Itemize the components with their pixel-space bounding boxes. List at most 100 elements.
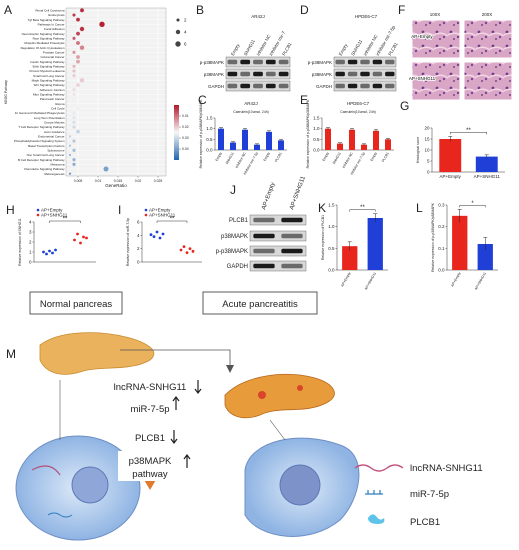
band: [265, 83, 276, 89]
y-tick-label: 1.0: [328, 224, 335, 229]
arrow-up: [183, 454, 191, 468]
error-bar: [386, 138, 390, 141]
row-label: GAPDH: [208, 84, 224, 89]
y-tick-label: 0.3: [438, 203, 445, 208]
x-tick-label: AP+Empty: [340, 271, 352, 287]
category-label: Chemokine Signaling Pathway: [24, 167, 65, 171]
bar: [361, 144, 367, 150]
colorbar-label: 0.03: [182, 136, 189, 140]
y-tick-label: 6: [137, 220, 140, 225]
nucleus: [279, 464, 321, 506]
row-label: PLCB1: [229, 218, 249, 224]
category-label: Erbb Signaling Pathway: [33, 64, 65, 68]
bar: [337, 143, 343, 150]
significance: **: [466, 128, 471, 134]
significance-bracket: [459, 205, 486, 208]
y-tick-label: 5: [427, 159, 430, 164]
dot: [103, 166, 109, 172]
lane-label: AP+Empty: [261, 182, 276, 211]
category-label: Glioma: [55, 102, 65, 106]
x-tick-label: PLCB1: [274, 151, 283, 162]
blot-strip: [249, 245, 307, 257]
point: [51, 251, 54, 255]
size-legend-dot: [175, 41, 181, 47]
dot: [72, 162, 76, 166]
dot: [68, 153, 72, 157]
legend-icon: [365, 490, 383, 495]
band: [372, 71, 383, 77]
bar: [254, 144, 260, 150]
category-label: Melanogenesis: [44, 172, 65, 176]
point: [48, 249, 51, 253]
y-tick-label: 15: [424, 137, 430, 142]
category-label: Neurotrophin Signaling Pathway: [22, 32, 65, 36]
y-axis-label: Histological score: [416, 137, 420, 164]
x-tick-label: Empty: [215, 151, 223, 162]
x-tick-label: AP+SNHG11: [364, 271, 377, 290]
pathway-item: lncRNA-SNHG11: [114, 382, 187, 393]
dot: [72, 13, 76, 17]
panel-letter: A: [4, 3, 12, 17]
legend-label: miR-7-5p: [410, 489, 449, 500]
column-label: 100X: [430, 12, 441, 17]
y-tick-label: 1.5: [206, 116, 213, 121]
y-tick-label: 0: [427, 170, 430, 175]
x-tick-label: 0.025: [154, 179, 163, 183]
band: [253, 217, 275, 223]
y-tick-label: 1: [29, 250, 32, 255]
band: [253, 263, 275, 269]
bar: [477, 244, 493, 270]
point: [179, 248, 183, 252]
column-label: 200X: [482, 12, 493, 17]
y-tick-label: 1.5: [328, 203, 335, 208]
size-legend-label: 2: [184, 18, 187, 23]
band: [265, 71, 276, 77]
row-label: AP+Empty: [411, 34, 433, 39]
category-label: Axon Guidance: [44, 130, 65, 134]
band: [227, 71, 238, 77]
panel-letter: D: [300, 3, 309, 17]
point: [152, 235, 156, 239]
x-tick-label: SNHG11: [225, 151, 235, 165]
y-tick-label: 4: [29, 220, 32, 225]
panel-letter: I: [118, 203, 121, 217]
category-label: Melanoma: [50, 162, 64, 166]
legend-marker: [36, 208, 40, 212]
category-label: Endocytosis: [48, 13, 65, 17]
lane-label: Empty: [338, 42, 349, 56]
dot: [72, 50, 76, 54]
error-bar: [231, 141, 235, 144]
y-tick-label: 0.5: [313, 137, 320, 142]
error-bar: [457, 209, 462, 223]
y-tick-label: 0.0: [206, 148, 213, 153]
y-tick-label: 0.5: [206, 137, 213, 142]
category-label: Ppar Signaling Pathway: [33, 36, 65, 40]
blot-title: HPDE6-C7: [355, 14, 378, 19]
band: [335, 83, 345, 89]
point: [158, 236, 162, 240]
band: [240, 83, 251, 89]
histology-image: [463, 19, 513, 59]
category-label: Mapk Signaling Pathway: [32, 78, 65, 82]
bar: [325, 128, 331, 150]
y-tick-label: 2: [29, 240, 32, 245]
dot: [68, 102, 72, 105]
pathway-item: pathway: [132, 469, 168, 480]
x-tick-label: Empty: [322, 151, 330, 162]
nucleus: [71, 466, 109, 504]
point: [182, 245, 186, 249]
x-tick-label: 0.02: [135, 179, 142, 183]
x-tick-label: Empty: [370, 151, 378, 162]
band: [281, 217, 303, 223]
size-legend-label: 4: [184, 30, 187, 35]
band: [253, 71, 263, 77]
pathway-item: miR-7-5p: [130, 404, 169, 415]
dot: [76, 129, 80, 134]
x-tick-label: 0.01: [95, 179, 102, 183]
legend-label: AP+Empty: [41, 208, 63, 213]
band: [278, 71, 289, 77]
error-bar: [267, 130, 271, 133]
point: [54, 248, 57, 252]
band: [372, 59, 383, 65]
